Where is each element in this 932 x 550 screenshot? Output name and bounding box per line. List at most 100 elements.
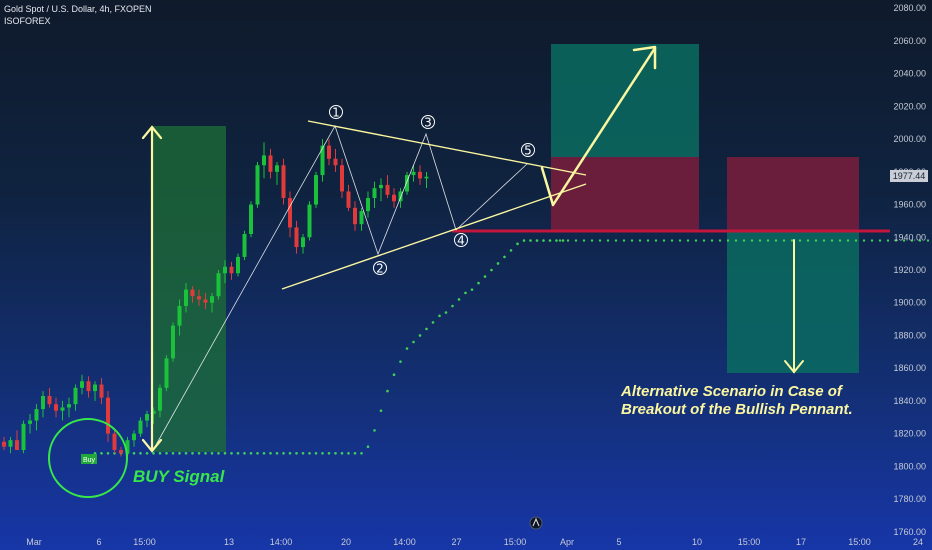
psar-dot (412, 340, 415, 344)
price-axis[interactable]: 1760.00 1780.00 1800.00 1820.00 1840.00 1860.… (893, 3, 926, 537)
candle (249, 201, 253, 238)
y-tick-label: 1920.00 (893, 265, 926, 275)
psar-projection-dot (854, 239, 858, 242)
candle (281, 158, 286, 205)
candle-body (145, 414, 149, 421)
psar-projection-dot (686, 239, 690, 242)
psar-projection-dot (830, 239, 834, 242)
psar-projection-dot (838, 239, 842, 242)
psar-dot (470, 288, 474, 291)
psar-projection-dot (662, 239, 666, 242)
last-price-label: 1977.44 (893, 171, 926, 181)
psar-projection-dot (790, 239, 794, 242)
candle-body (197, 296, 201, 300)
candle (151, 407, 156, 424)
psar-dot (321, 451, 324, 455)
pattern-lines (151, 125, 528, 453)
x-tick-label: 24 (913, 537, 923, 547)
psar-dot (542, 239, 545, 242)
candle (93, 381, 97, 401)
psar-projection-dot (870, 239, 874, 242)
x-tick-label: 20 (341, 537, 351, 547)
y-tick-label: 2080.00 (893, 3, 926, 13)
psar-dot (366, 445, 370, 449)
psar-projection-dot (878, 239, 882, 242)
psar-dot (418, 334, 422, 337)
candle (353, 201, 357, 231)
candle (411, 165, 416, 182)
psar-dot (249, 451, 253, 455)
psar-dot (165, 451, 168, 455)
psar-dot (548, 239, 552, 242)
candle (210, 292, 214, 313)
pivot-label: 5 (524, 144, 532, 158)
time-axis[interactable]: Mar 6 15:00 13 14:00 20 14:00 27 15:00 Apr 5 10 15:0… (26, 537, 923, 547)
tradingview-logo-icon[interactable] (529, 516, 543, 530)
breakout-arrow (540, 45, 657, 207)
y-tick-label: 1760.00 (893, 527, 926, 537)
x-tick-label: 13 (224, 537, 234, 547)
candle (320, 139, 325, 182)
psar-dot (191, 451, 194, 455)
psar-dot (236, 451, 240, 455)
psar-dot (139, 451, 142, 455)
candle (145, 410, 149, 428)
candle-body (80, 381, 84, 388)
psar-dot (503, 255, 506, 259)
psar-dot (373, 429, 376, 432)
candle-body (132, 433, 136, 441)
candle (340, 158, 344, 198)
candle (229, 261, 234, 280)
psar-projection-dot (902, 239, 906, 242)
candle (2, 436, 6, 450)
candle (262, 142, 266, 179)
psar-dot (457, 298, 461, 301)
candle (34, 404, 39, 431)
chart-title: Gold Spot / U.S. Dollar, 4h, FXOPEN (4, 4, 152, 14)
pennant-upper-line (307, 120, 587, 176)
psar-dot (353, 451, 357, 455)
candle (15, 430, 19, 450)
x-tick-label: 10 (692, 537, 702, 547)
psar-projection-dot (726, 239, 730, 242)
psar-projection-dot (606, 239, 610, 242)
candle (203, 292, 208, 310)
candle-body (177, 306, 182, 326)
psar-projection-dot (734, 239, 738, 242)
psar-projection-dot (582, 239, 586, 242)
buy-tag: Buy (83, 457, 96, 464)
psar-dot (295, 451, 298, 455)
psar-projection-dot (710, 239, 714, 242)
candle-body (171, 325, 175, 359)
candle-body (288, 198, 292, 228)
psar-dot (184, 451, 188, 455)
candle (418, 165, 422, 185)
candle (47, 387, 52, 408)
candle (346, 184, 351, 212)
psar-projection-dot (630, 239, 634, 242)
x-tick-label: 17 (796, 537, 806, 547)
psar-dot (522, 239, 526, 242)
candle-body (34, 409, 39, 421)
candle-body (249, 204, 253, 234)
candle-body (164, 358, 169, 388)
candle-body (112, 433, 117, 450)
psar-dot (243, 451, 246, 455)
x-tick-label: 27 (451, 537, 461, 547)
candle (314, 171, 318, 208)
pivot-4: 4 (454, 233, 468, 248)
candle-body (216, 273, 221, 297)
candle-body (229, 266, 234, 274)
psar-projection-dot (918, 239, 922, 242)
candle-body (320, 145, 325, 176)
candle-body (54, 404, 58, 411)
buy-signal-circle (48, 418, 128, 498)
candle-body (28, 420, 32, 424)
psar-dot (217, 451, 220, 455)
candle (236, 253, 240, 277)
psar-dot (529, 239, 532, 242)
y-tick-label: 1800.00 (893, 461, 926, 471)
candle (132, 430, 136, 447)
psar-dot (275, 451, 279, 455)
